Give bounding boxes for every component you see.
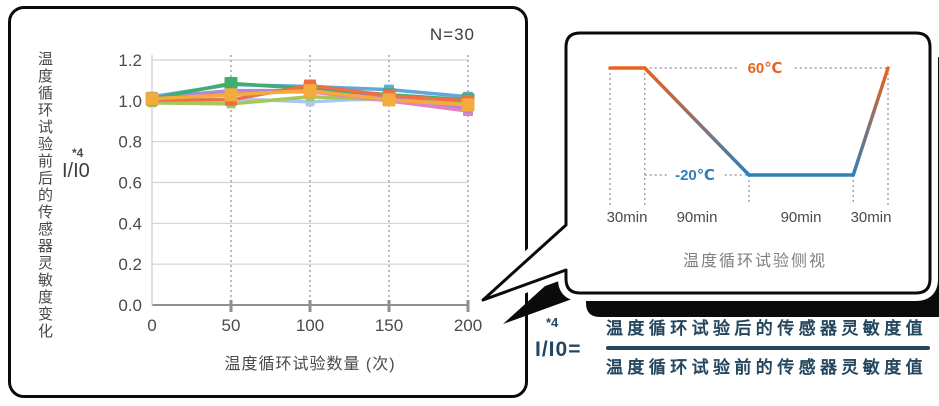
axis-tick-nub	[466, 300, 470, 312]
y-tick-label: 0.4	[118, 214, 142, 233]
formula-fraction: 温度循环试验后的传感器灵敏度值 温度循环试验前的传感器灵敏度值	[606, 318, 930, 379]
high-temp-label: 60℃	[748, 60, 783, 77]
x-tick-label: 150	[375, 316, 403, 335]
y-tick-label: 1.2	[118, 51, 142, 70]
duration-label-3: 90min	[781, 209, 822, 226]
y-tick-label: 0.2	[118, 255, 142, 274]
axis-tick-nub	[308, 300, 312, 312]
x-tick-label: 200	[454, 316, 482, 335]
profile-segment-2	[643, 66, 751, 177]
axis-tick-nub	[229, 300, 233, 312]
x-axis-title: 温度循环试验数量 (次)	[224, 356, 396, 373]
series-marker-sample-amber	[224, 88, 238, 102]
profile-caption: 温度循环试验侧视	[683, 252, 827, 270]
duration-label-4: 30min	[851, 209, 892, 226]
temperature-profile-callout: 60℃ -20℃ 30min 90min 90min 30min 温度循环试验侧…	[475, 25, 939, 324]
formula-numerator: 温度循环试验后的传感器灵敏度值	[606, 319, 927, 338]
formula-footnote-marker: *4	[546, 315, 559, 330]
series-marker-sample-green	[224, 76, 238, 90]
profile-segment-4	[851, 66, 890, 177]
formula-lhs-symbol: I/I0	[535, 338, 569, 361]
chart-tick-labels: 0.0 0.2 0.4 0.6 0.8 1.0 1.2 0 50 100 150 200	[118, 51, 482, 335]
series-marker-sample-amber	[145, 92, 159, 106]
formula-fraction-bar	[606, 346, 930, 350]
duration-label-2: 90min	[677, 209, 718, 226]
y-tick-label: 0.6	[118, 174, 142, 193]
formula-lhs: I/I0=	[535, 338, 581, 362]
sensitivity-chart-card: 0.0 0.2 0.4 0.6 0.8 1.0 1.2 0 50 100 150 200 N=30 温…	[8, 6, 528, 398]
axis-tick-nub	[387, 300, 391, 312]
y-tick-label: 1.0	[118, 92, 142, 111]
series-marker-sample-amber	[382, 93, 396, 107]
y-tick-label: 0.8	[118, 133, 142, 152]
sensitivity-line-chart: 0.0 0.2 0.4 0.6 0.8 1.0 1.2 0 50 100 150 200	[118, 51, 482, 335]
formula-block: *4 I/I0= 温度循环试验后的传感器灵敏度值 温度循环试验前的传感器灵敏度值	[530, 312, 935, 402]
y-tick-label: 0.0	[118, 296, 142, 315]
formula-equals: =	[568, 338, 582, 361]
x-tick-label: 100	[296, 316, 324, 335]
x-tick-label: 50	[222, 316, 241, 335]
sample-count-label: N=30	[429, 25, 475, 44]
series-marker-sample-amber	[303, 84, 317, 98]
y-axis-footnote-marker: *4	[72, 146, 84, 160]
x-tick-label: 0	[147, 316, 156, 335]
series-marker-sample-amber	[461, 98, 475, 112]
low-temp-label: -20℃	[675, 167, 715, 184]
formula-denominator: 温度循环试验前的传感器灵敏度值	[606, 358, 927, 377]
high-temp-label-backing	[739, 57, 792, 77]
chart-geometry	[145, 55, 475, 312]
y-axis-unit-label: I/I0	[62, 160, 90, 182]
duration-label-1: 30min	[607, 209, 648, 226]
low-temp-label-backing	[667, 165, 724, 185]
y-axis-title: 温度循环试验前后的传感器灵敏度变化	[36, 51, 53, 340]
